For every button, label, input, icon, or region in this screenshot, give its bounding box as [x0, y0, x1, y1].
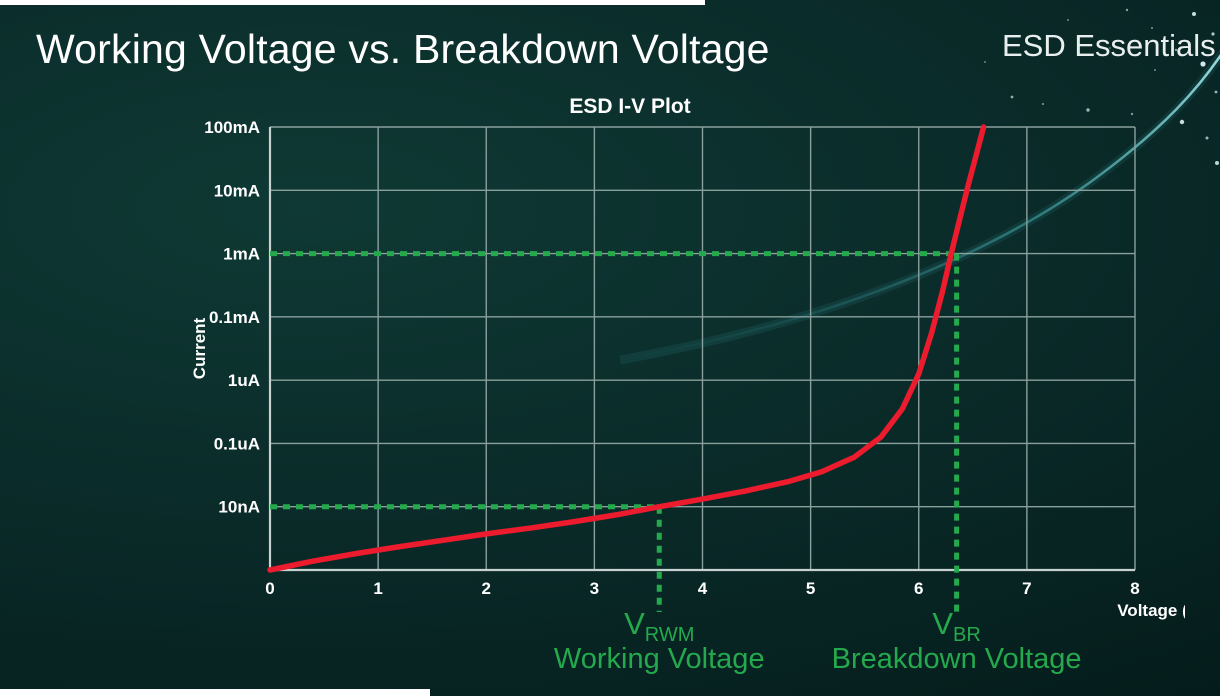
x-tick-label: 6 [914, 579, 923, 598]
y-tick-label: 0.1mA [209, 308, 260, 327]
vrwm-subscript: RWM [644, 624, 695, 646]
vrwm-caption: Working Voltage [553, 642, 765, 675]
y-axis-title: Current [190, 317, 209, 379]
slide-title: Working Voltage vs. Breakdown Voltage [36, 26, 770, 72]
x-tick-label: 4 [698, 579, 708, 598]
x-tick-label: 5 [806, 579, 815, 598]
marker-vbr: VBR Breakdown Voltage [831, 606, 1082, 675]
brand-logo-text: ESD Essentials [1002, 28, 1216, 63]
y-tick-label: 10nA [218, 498, 260, 517]
vbr-caption: Breakdown Voltage [831, 642, 1082, 675]
vbr-subscript: BR [953, 624, 981, 646]
x-tick-label: 1 [373, 579, 382, 598]
x-tick-label: 2 [482, 579, 491, 598]
marker-vrwm: VRWM Working Voltage [553, 606, 765, 675]
y-tick-label: 0.1uA [214, 434, 260, 453]
vbr-symbol: VBR [932, 606, 981, 646]
y-tick-label: 10mA [214, 181, 260, 200]
x-axis-title: Voltage (V) [1117, 601, 1185, 620]
x-tick-label: 8 [1130, 579, 1139, 598]
vrwm-symbol: VRWM [624, 606, 695, 646]
frame-edge-top [0, 0, 705, 5]
chart-title: ESD I-V Plot [569, 95, 691, 118]
esd-iv-chart: 100mA 10mA 1mA 0.1mA 1uA 0.1uA 10nA 0 1 2 3 4 5 6 7 8 Cu… [190, 118, 1185, 620]
frame-edge-bottom [0, 689, 430, 696]
x-tick-label: 7 [1022, 579, 1031, 598]
y-tick-label: 1mA [223, 245, 260, 264]
y-tick-label: 1uA [228, 371, 260, 390]
iv-curve [267, 124, 987, 573]
y-tick-label: 100mA [204, 118, 260, 137]
x-tick-label: 3 [590, 579, 599, 598]
x-tick-label: 0 [265, 579, 274, 598]
